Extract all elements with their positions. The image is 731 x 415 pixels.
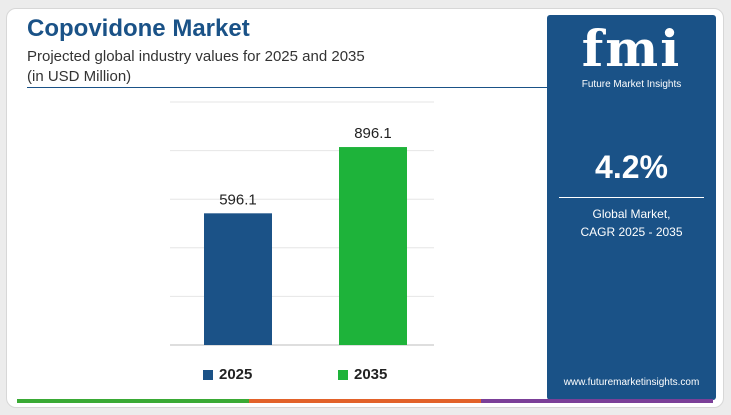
logo-caption: Future Market Insights — [581, 79, 682, 90]
chart-subtitle: Projected global industry values for 202… — [27, 47, 527, 87]
subtitle-line-1: Projected global industry values for 202… — [27, 48, 365, 65]
bar-2035 — [339, 147, 407, 345]
subtitle-line-2: (in USD Million) — [27, 68, 132, 85]
data-label-2025: 596.1 — [219, 191, 257, 208]
bar-chart: 596.1 896.1 — [170, 101, 434, 346]
legend-swatch-2025 — [203, 369, 213, 380]
bottom-accent-bar — [17, 399, 713, 403]
legend-label-2025: 2025 — [219, 366, 253, 383]
website-link[interactable]: www.futuremarketinsights.com — [563, 377, 700, 388]
title-divider — [27, 87, 547, 88]
data-label-2035: 896.1 — [354, 125, 392, 142]
cagr-description: Global Market, CAGR 2025 - 2035 — [547, 205, 716, 241]
insights-sidebar: fmi Future Market Insights 4.2% Global M… — [547, 15, 716, 400]
legend-swatch-2035 — [338, 369, 348, 380]
cagr-line-1: Global Market, — [592, 207, 671, 221]
legend-label-2035: 2035 — [354, 366, 388, 383]
bar-2025 — [204, 213, 272, 345]
cagr-line-2: CAGR 2025 - 2035 — [580, 225, 683, 239]
accent-segment-green — [17, 399, 249, 403]
legend-item-2025: 2025 — [203, 366, 252, 383]
accent-segment-purple — [481, 399, 713, 403]
fmi-logo: fmi — [581, 19, 682, 78]
accent-segment-orange — [249, 399, 481, 403]
cagr-value: 4.2% — [595, 149, 668, 185]
cagr-divider — [559, 197, 704, 198]
chart-card: Copovidone Market Projected global indus… — [6, 8, 724, 408]
legend-item-2035: 2035 — [338, 366, 387, 383]
chart-title: Copovidone Market — [27, 15, 250, 42]
